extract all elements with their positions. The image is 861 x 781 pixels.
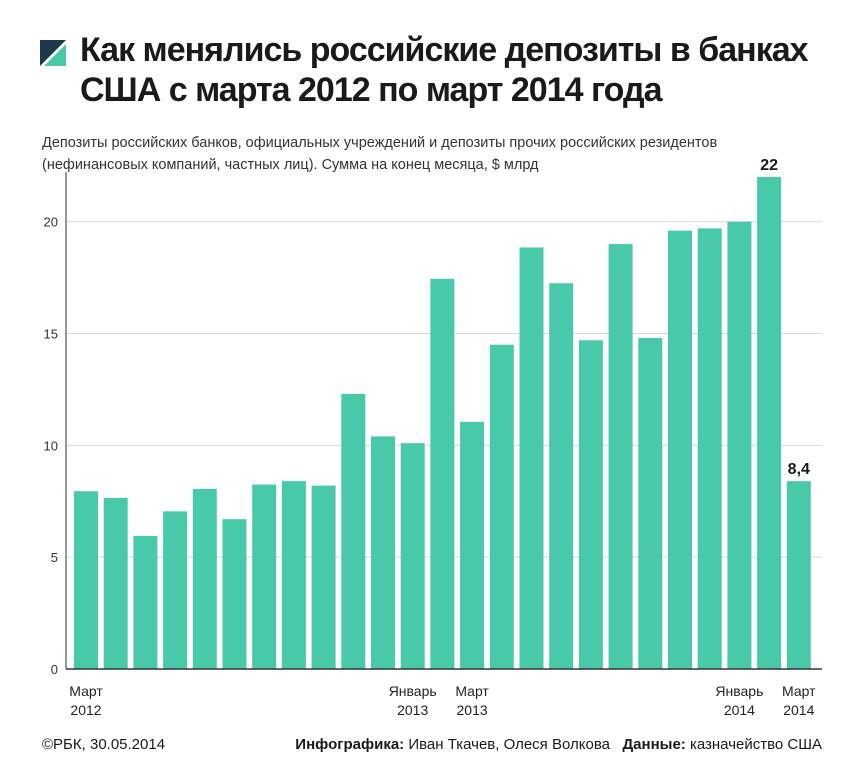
data-source: казначейство США [689,736,822,753]
bar [281,481,306,669]
bar [222,519,247,669]
footer: ©РБК, 30.05.2014 Инфографика: Иван Ткаче… [42,736,822,760]
bar [697,228,722,669]
bar [638,338,663,669]
infographics-authors: Иван Ткачев, Олеся Волкова [408,736,610,753]
bar [727,221,752,669]
x-tick-label: 2013 [457,702,488,718]
bar [608,244,633,669]
bar [74,491,98,669]
bar [430,278,455,669]
chart-title: Как менялись российские депозиты в банка… [80,31,809,109]
x-tick-label: Март [782,683,816,699]
data-labels: 228,4 [760,157,810,478]
x-tick-label: Январь [715,683,763,699]
x-tick-labels: Март 2012 Январь 2013 Март 2013 Январь 2014 Март… [69,683,816,718]
bar [371,436,395,669]
y-tick-label: 15 [44,327,58,342]
x-tick-label: 2012 [70,702,101,718]
y-tick-label: 10 [44,438,58,453]
bars [74,177,811,670]
x-tick-label: Январь [389,683,437,699]
bar [549,283,574,669]
rbc-logo-icon [40,40,66,66]
infographics-label: Инфографика: [295,736,405,753]
chart-subtitle: Депозиты российских банков, официальных … [42,135,718,173]
bar [757,177,782,669]
x-tick-label: Март [455,683,489,699]
bar [668,230,692,669]
bar [163,511,188,669]
axes [65,172,822,670]
x-tick-label: 2013 [397,702,428,718]
bar [252,484,277,669]
logo-accent-triangle [44,44,66,66]
data-label: 22 [760,157,778,174]
y-tick-label: 0 [51,662,58,677]
logo-dark-triangle [40,40,66,66]
bar [341,393,366,669]
copyright: ©РБК, 30.05.2014 [42,736,166,753]
bar [400,443,425,669]
data-label: 8,4 [788,461,810,478]
bar [311,485,336,669]
x-tick-label: Март [69,683,103,699]
bar [133,535,158,669]
bar [103,497,128,669]
y-tick-label: 5 [51,550,58,565]
bar [489,344,514,669]
y-tick-labels: 0 5 10 15 20 [44,215,58,677]
bar [786,481,811,669]
x-tick-label: 2014 [724,702,755,718]
x-tick-label: 2014 [783,702,814,718]
bar-chart: 0 5 10 15 20 Март 2012 Январь 2013 Март 2013 Январ… [44,157,822,718]
bar [578,340,603,669]
bar [519,247,544,670]
credits: Инфографика: Иван Ткачев, Олеся Волкова … [295,736,822,753]
data-source-label: Данные: [622,736,686,753]
bar [192,488,217,669]
y-tick-label: 20 [44,215,58,230]
bar [460,421,485,669]
